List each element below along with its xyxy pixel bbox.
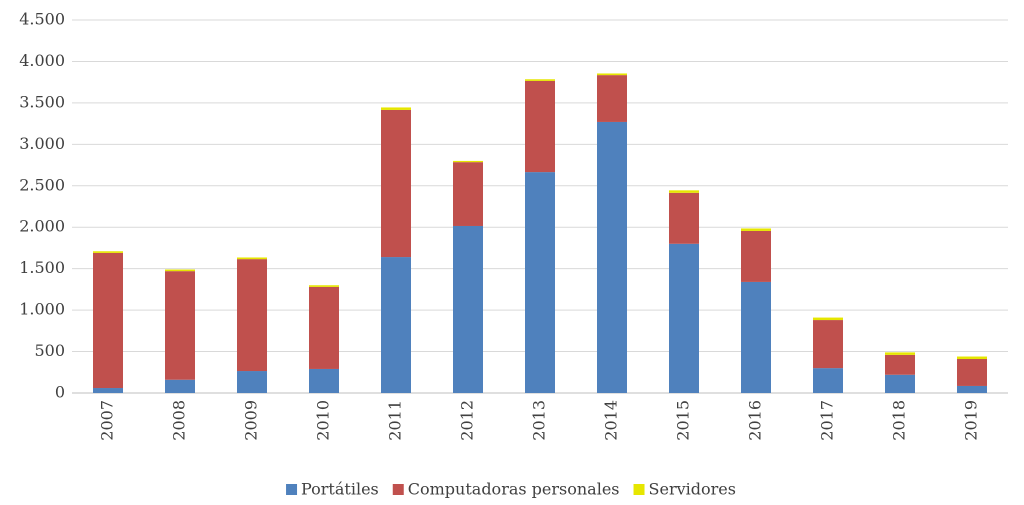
bar-segment bbox=[237, 257, 267, 260]
bar-segment bbox=[957, 385, 987, 393]
x-tick-label: 2010 bbox=[314, 400, 333, 441]
legend-label: Computadoras personales bbox=[408, 480, 620, 499]
y-tick-label: 1.000 bbox=[19, 300, 65, 319]
legend-swatch bbox=[286, 484, 298, 495]
x-tick-label: 2009 bbox=[242, 400, 261, 441]
y-tick-label: 2.500 bbox=[19, 175, 65, 194]
x-tick-label: 2013 bbox=[530, 400, 549, 441]
x-tick-label: 2014 bbox=[602, 400, 621, 441]
bar-segment bbox=[525, 80, 555, 173]
bar-segment bbox=[309, 368, 339, 393]
x-tick-label: 2012 bbox=[458, 400, 477, 441]
x-tick-label: 2011 bbox=[386, 400, 405, 441]
bar-segment bbox=[309, 286, 339, 369]
bar-segment bbox=[597, 121, 627, 393]
bar-segment bbox=[93, 252, 123, 389]
x-tick-label: 2008 bbox=[170, 400, 189, 441]
bar-segment bbox=[957, 359, 987, 386]
bar-segment bbox=[525, 172, 555, 393]
bar-segment bbox=[741, 281, 771, 393]
bar-segment bbox=[957, 356, 987, 360]
x-tick-label: 2016 bbox=[746, 400, 765, 441]
bar-segment bbox=[453, 225, 483, 393]
bar-segment bbox=[381, 107, 411, 110]
bar-segment bbox=[165, 379, 195, 393]
bar-segment bbox=[885, 354, 915, 375]
y-tick-label: 3.000 bbox=[19, 134, 65, 153]
x-tick-label: 2018 bbox=[890, 400, 909, 441]
legend-swatch bbox=[392, 484, 404, 495]
y-tick-label: 4.500 bbox=[19, 10, 65, 29]
y-tick-label: 0 bbox=[55, 383, 65, 402]
bar-segment bbox=[813, 368, 843, 393]
x-tick-label: 2015 bbox=[674, 400, 693, 441]
bar-segment bbox=[813, 317, 843, 321]
bar-segment bbox=[669, 192, 699, 244]
legend-label: Portátiles bbox=[301, 480, 379, 499]
y-tick-label: 4.000 bbox=[19, 51, 65, 70]
bar-segment bbox=[669, 190, 699, 193]
x-tick-label: 2007 bbox=[98, 400, 117, 441]
y-tick-label: 2.000 bbox=[19, 217, 65, 236]
bar-segment bbox=[885, 352, 915, 355]
bar-segment bbox=[453, 162, 483, 226]
bar-segment bbox=[741, 228, 771, 231]
bar-segment bbox=[165, 269, 195, 272]
bar-segment bbox=[453, 160, 483, 163]
bar-segment bbox=[885, 374, 915, 393]
bar-segment bbox=[93, 251, 123, 253]
bar-segment bbox=[381, 109, 411, 258]
bar-segment bbox=[813, 320, 843, 369]
y-tick-label: 500 bbox=[34, 341, 65, 360]
legend-label: Servidores bbox=[649, 480, 736, 499]
bar-segment bbox=[669, 243, 699, 393]
bar-segment bbox=[237, 259, 267, 372]
bar-segment bbox=[93, 388, 123, 393]
x-tick-label: 2019 bbox=[962, 400, 981, 441]
bar-segment bbox=[597, 73, 627, 76]
x-tick-label: 2017 bbox=[818, 400, 837, 441]
y-tick-label: 3.500 bbox=[19, 92, 65, 111]
bar-segment bbox=[237, 371, 267, 393]
y-tick-label: 1.500 bbox=[19, 258, 65, 277]
bar-segment bbox=[165, 271, 195, 380]
bar-segment bbox=[309, 285, 339, 287]
bar-segment bbox=[597, 75, 627, 122]
bar-segment bbox=[381, 257, 411, 393]
bar-segment bbox=[741, 230, 771, 282]
legend-swatch bbox=[633, 484, 645, 495]
bar-segment bbox=[525, 79, 555, 81]
